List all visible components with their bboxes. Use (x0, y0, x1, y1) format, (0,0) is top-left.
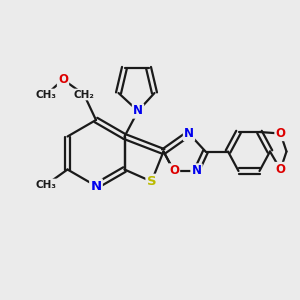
Text: S: S (147, 175, 156, 188)
Text: CH₃: CH₃ (36, 89, 57, 100)
Text: N: N (90, 179, 102, 193)
Text: CH₂: CH₂ (74, 89, 94, 100)
Text: O: O (275, 127, 286, 140)
Text: CH₃: CH₃ (36, 179, 57, 190)
Text: O: O (275, 163, 286, 176)
Text: O: O (169, 164, 179, 178)
Text: N: N (191, 164, 202, 178)
Text: O: O (58, 73, 68, 86)
Text: N: N (133, 104, 143, 118)
Text: N: N (184, 127, 194, 140)
